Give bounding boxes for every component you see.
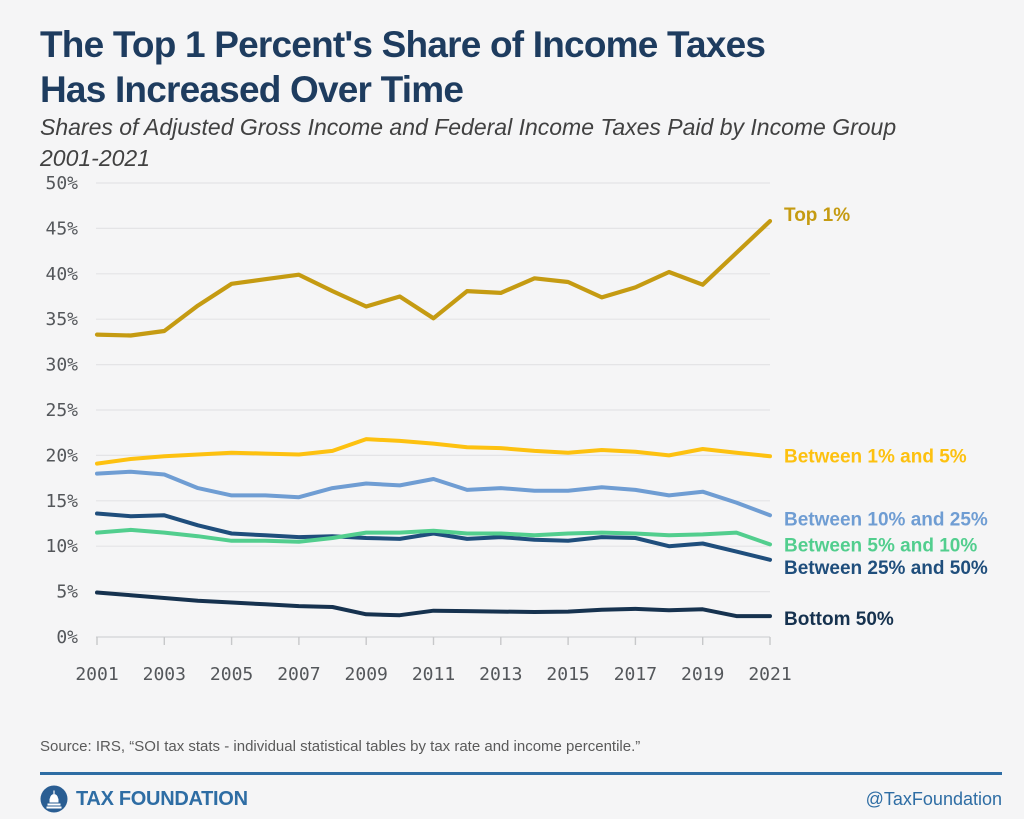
- series-label: Between 10% and 25%: [784, 509, 988, 530]
- y-axis-tick-label: 40%: [45, 264, 78, 285]
- x-axis-tick-label: 2007: [277, 664, 320, 685]
- x-axis-tick-label: 2011: [412, 664, 455, 685]
- subtitle-line-1: Shares of Adjusted Gross Income and Fede…: [40, 114, 897, 140]
- source-note: Source: IRS, “SOI tax stats - individual…: [40, 738, 641, 755]
- series-label: Between 25% and 50%: [784, 558, 988, 579]
- y-axis-tick-label: 25%: [45, 400, 78, 421]
- twitter-handle-link[interactable]: @TaxFoundation: [865, 788, 1002, 809]
- y-axis-tick-label: 20%: [45, 445, 78, 466]
- series-label: Between 1% and 5%: [784, 446, 967, 467]
- y-axis-tick-label: 30%: [45, 355, 78, 376]
- series-line: [95, 469, 772, 518]
- y-axis-tick-label: 50%: [45, 173, 78, 194]
- tax-foundation-capitol-icon: [40, 785, 68, 813]
- footer-brand-row: TAX FOUNDATION @TaxFoundation: [40, 784, 1002, 814]
- y-axis-tick-label: 15%: [45, 491, 78, 512]
- x-axis-tick-label: 2003: [143, 664, 186, 685]
- subtitle-line-2: 2001-2021: [40, 145, 150, 171]
- footer-divider: [40, 772, 1002, 775]
- x-axis-tick-label: 2015: [546, 664, 589, 685]
- y-axis-tick-label: 0%: [56, 627, 78, 648]
- x-axis-tick-label: 2001: [75, 664, 118, 685]
- y-axis-tick-label: 35%: [45, 309, 78, 330]
- series-label: Bottom 50%: [784, 609, 894, 630]
- series-label: Between 5% and 10%: [784, 535, 977, 556]
- x-axis-tick-label: 2019: [681, 664, 724, 685]
- x-axis-tick-label: 2005: [210, 664, 253, 685]
- series-line: [94, 219, 773, 338]
- y-axis-tick-label: 45%: [45, 218, 78, 239]
- y-axis-tick-label: 10%: [45, 536, 78, 557]
- series-line: [95, 590, 772, 619]
- title-line-1: The Top 1 Percent's Share of Income Taxe…: [40, 24, 766, 65]
- y-axis-tick-label: 5%: [56, 582, 78, 603]
- x-axis-tick-label: 2021: [748, 664, 791, 685]
- series-line: [95, 527, 772, 547]
- brand-wordmark: TAX FOUNDATION: [76, 787, 248, 810]
- series-label: Top 1%: [784, 205, 850, 226]
- x-axis-tick-label: 2013: [479, 664, 522, 685]
- title-line-2: Has Increased Over Time: [40, 69, 464, 110]
- page-title: The Top 1 Percent's Share of Income Taxe…: [40, 22, 766, 112]
- series-line: [95, 437, 772, 466]
- x-axis-tick-label: 2017: [614, 664, 657, 685]
- x-axis-tick-label: 2009: [345, 664, 388, 685]
- series-line: [95, 511, 772, 562]
- chart-subtitle: Shares of Adjusted Gross Income and Fede…: [40, 112, 896, 174]
